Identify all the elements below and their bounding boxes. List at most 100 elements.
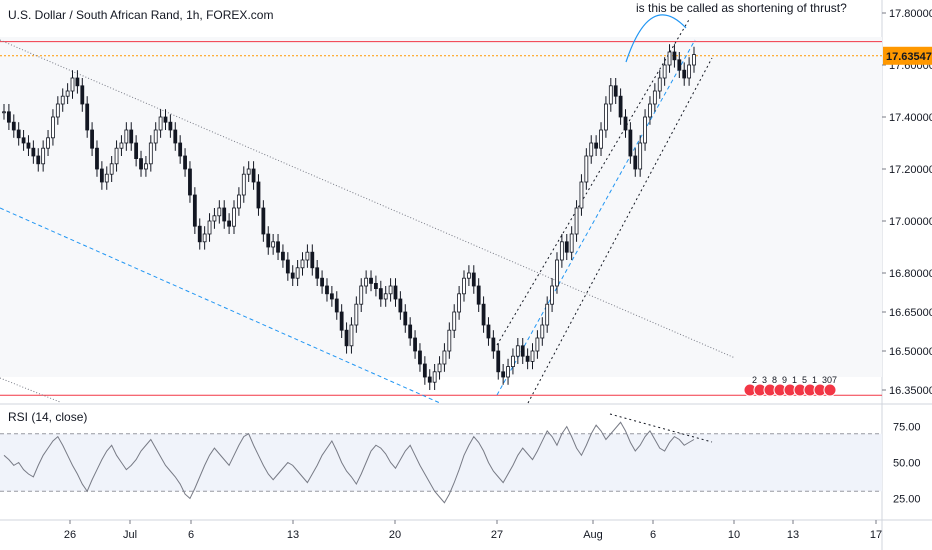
candle-body: [491, 337, 496, 352]
candle-body: [608, 85, 613, 105]
candle-body: [114, 147, 119, 165]
candle-body: [447, 329, 452, 352]
candle-body: [427, 376, 432, 383]
candle-body: [241, 173, 246, 196]
candle-body: [55, 103, 60, 118]
candle-body: [80, 85, 85, 105]
candle-body: [36, 155, 41, 165]
candle-body: [442, 350, 447, 365]
candle-body: [550, 285, 554, 305]
candle-body: [408, 324, 413, 339]
candle-body: [628, 129, 633, 157]
rsi-line: [3, 421, 695, 504]
candle-body: [202, 233, 207, 243]
rsi-tick-label: 25.00: [893, 493, 921, 505]
candle-body: [188, 168, 192, 196]
candle-body: [545, 303, 550, 326]
candle-body: [236, 194, 241, 209]
candle-body: [16, 129, 21, 139]
candle-body: [104, 173, 109, 183]
chart-title: U.S. Dollar / South African Rand, 1h, FO…: [8, 8, 274, 22]
candle-body: [520, 345, 525, 357]
event-label: 1: [812, 375, 817, 385]
candle-body: [667, 51, 672, 66]
candle-body: [173, 129, 178, 144]
time-tick-label: 17: [870, 529, 882, 541]
candle-body: [31, 147, 36, 157]
candle-body: [466, 272, 471, 279]
candle-body: [70, 77, 75, 92]
candle-body: [540, 324, 545, 339]
candle-body: [633, 155, 638, 170]
candle-body: [95, 147, 99, 170]
price-tick-label: 17.00000: [889, 216, 932, 228]
candle-body: [599, 129, 603, 149]
price-tick-label: 16.80000: [889, 268, 932, 280]
candle-body: [41, 147, 46, 165]
candle-body: [271, 241, 276, 248]
candle-body: [163, 116, 168, 123]
annotation-text: is this be called as shortening of thrus…: [636, 1, 847, 15]
candle-body: [555, 259, 559, 287]
candle-body: [535, 337, 540, 352]
candle-body: [207, 220, 212, 235]
candle-body: [153, 129, 158, 144]
candle-body: [613, 85, 618, 97]
candle-body: [158, 116, 163, 131]
candle-body: [276, 241, 280, 253]
candle-body: [65, 90, 70, 97]
candle-body: [329, 293, 334, 300]
candle-body: [403, 311, 408, 326]
price-tick-label: 17.80000: [889, 8, 932, 20]
candle-body: [437, 363, 442, 373]
candle-body: [168, 121, 173, 131]
candle-body: [349, 324, 354, 347]
candle-body: [682, 69, 687, 79]
candle-body: [452, 311, 457, 331]
candle-body: [134, 142, 139, 160]
candle-body: [261, 207, 266, 235]
candle-body: [584, 155, 589, 183]
candle-body: [476, 285, 481, 305]
candle-body: [90, 129, 94, 149]
candle-body: [589, 142, 594, 157]
candle-body: [604, 103, 608, 131]
candle-body: [251, 168, 256, 183]
candle-body: [506, 366, 510, 378]
candle-body: [11, 121, 16, 131]
candle-body: [638, 142, 643, 170]
price-tick-label: 16.35000: [889, 385, 932, 397]
channel-mid-blue: [496, 39, 696, 396]
candle-body: [662, 64, 667, 79]
channel-upper: [496, 17, 691, 346]
event-label: 7: [832, 375, 837, 385]
event-label: 2: [752, 375, 757, 385]
time-tick-label: 6: [188, 529, 194, 541]
candle-body: [618, 95, 623, 118]
candle-body: [246, 168, 251, 175]
candle-body: [486, 324, 491, 339]
candle-body: [677, 59, 682, 71]
price-tick-label: 17.20000: [889, 164, 932, 176]
candle-body: [119, 142, 124, 149]
price-tick-label: 16.65000: [889, 307, 932, 319]
candle-body: [511, 355, 515, 368]
candle-body: [652, 90, 657, 105]
candle-body: [178, 142, 183, 157]
time-tick-label: 6: [650, 529, 656, 541]
current-price-tag: [883, 46, 932, 65]
candle-body: [46, 137, 50, 149]
time-tick-label: 10: [728, 529, 740, 541]
event-label: 30: [822, 375, 832, 385]
candle-body: [266, 233, 271, 248]
time-tick-label: 26: [64, 529, 76, 541]
candle-body: [124, 129, 129, 144]
candle-body: [481, 303, 486, 326]
candle-body: [21, 137, 26, 144]
candle-body: [687, 64, 692, 79]
candle-body: [2, 111, 6, 114]
candle-body: [643, 116, 647, 144]
candle-body: [325, 285, 329, 295]
candle-body: [432, 371, 437, 383]
